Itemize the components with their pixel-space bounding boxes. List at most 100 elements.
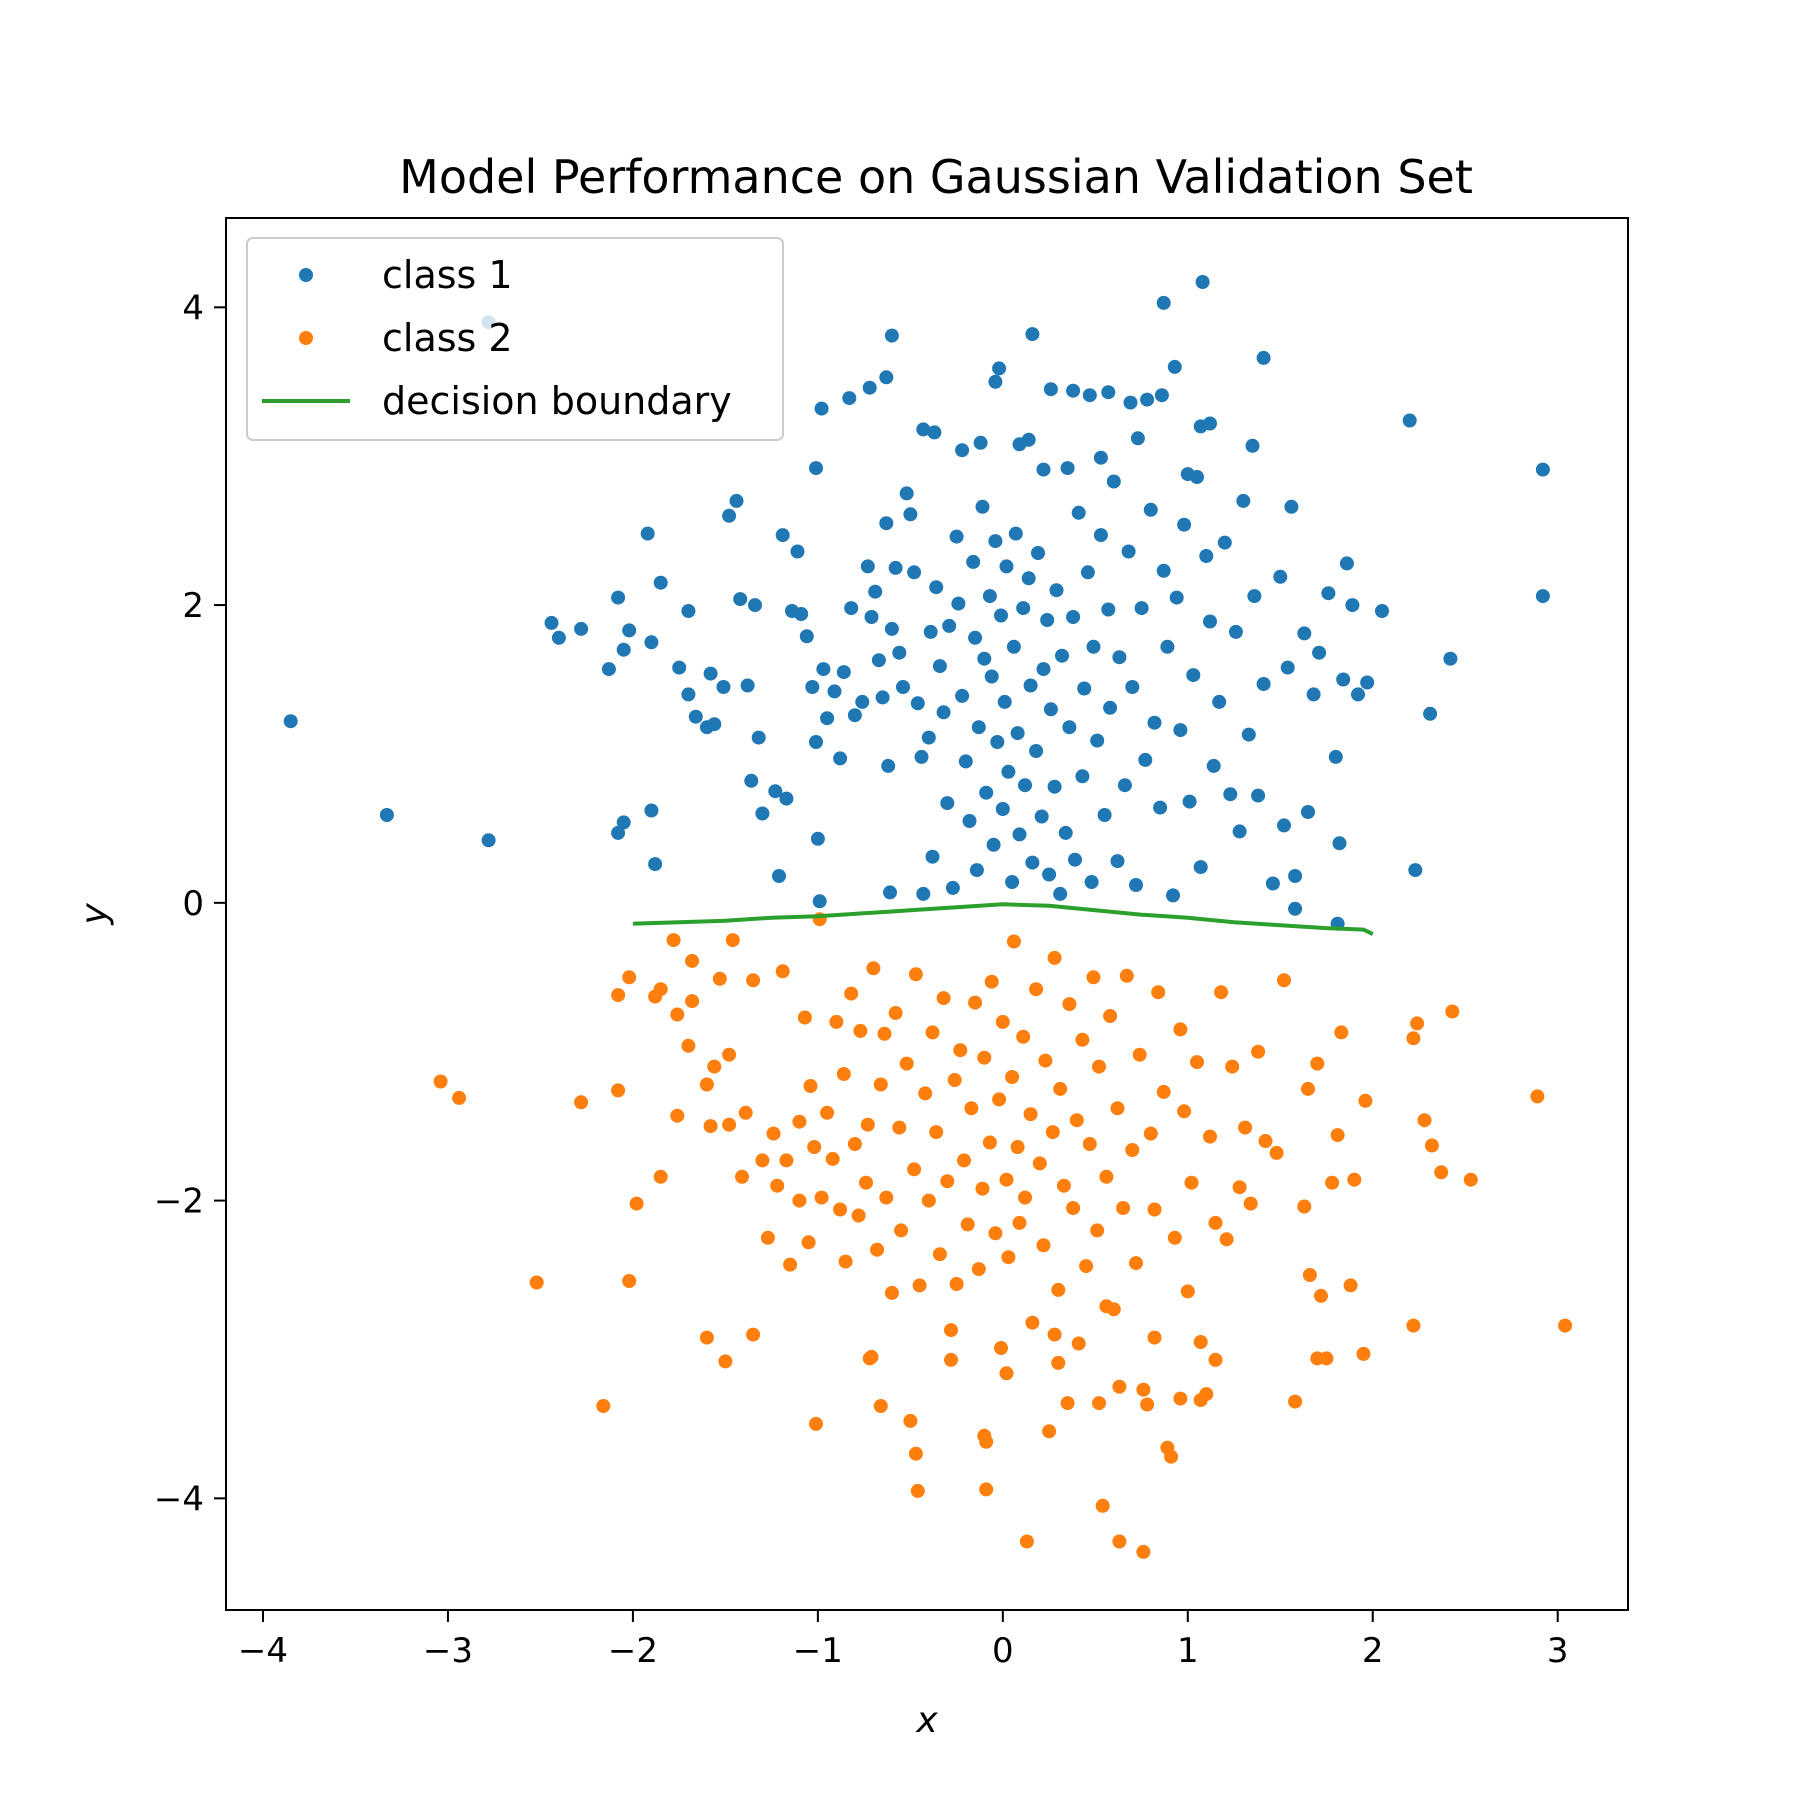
class-1-point [644, 635, 659, 650]
class-1-point [1066, 610, 1081, 624]
class-1-point [977, 651, 992, 666]
class-2-point [862, 1351, 877, 1366]
class-1-point [1236, 493, 1251, 508]
class-1-point [703, 666, 718, 681]
class-1-point [1110, 854, 1125, 869]
class-2-point [611, 988, 626, 1003]
class-2-point [879, 1190, 894, 1205]
class-1-point [864, 610, 879, 624]
legend: class 1 class 2 decision boundary [246, 237, 784, 441]
class-1-point [1306, 687, 1321, 702]
class-1-point [733, 592, 748, 607]
class-1-point [681, 687, 696, 702]
class-2-point [611, 1083, 626, 1098]
class-1-point [995, 802, 1010, 816]
class-2-point [803, 1079, 818, 1093]
class-1-point [1328, 749, 1343, 764]
class-2-point [977, 1050, 992, 1065]
class-1-point [809, 461, 823, 476]
class-1-point [775, 528, 790, 543]
class-2-point [1147, 1202, 1162, 1217]
class-2-point [1301, 1081, 1315, 1096]
class-1-point [1123, 395, 1138, 410]
class-1-point [1075, 769, 1090, 784]
class-2-point [1136, 1544, 1151, 1559]
class-2-point [814, 1190, 829, 1205]
class-2-point [1047, 950, 1062, 965]
class-2-point [971, 1262, 986, 1277]
class-1-point [986, 837, 1001, 852]
class-1-point [722, 508, 737, 523]
class-1-point [982, 589, 997, 604]
class-2-point [1136, 1382, 1151, 1397]
class-1-point [481, 833, 496, 848]
class-2-point [820, 1105, 835, 1120]
class-2-point [907, 1162, 922, 1177]
class-1-point [990, 735, 1005, 749]
y-tick-label: −4 [154, 1479, 204, 1519]
class-2-point [999, 1172, 1014, 1187]
class-1-point [1101, 385, 1116, 400]
class-1-point [883, 885, 897, 900]
class-1-point [1241, 727, 1256, 742]
class-1-point [1154, 388, 1169, 403]
class-2-point [957, 1153, 971, 1168]
class-1-point [955, 443, 970, 458]
class-1-point [1156, 295, 1171, 310]
class-2-point [1056, 1178, 1071, 1193]
class-2-point [910, 1483, 925, 1498]
x-axis-label: x [915, 1700, 938, 1741]
class-2-point [977, 1428, 992, 1443]
class-2-point [699, 1077, 714, 1092]
class-2-point [1025, 1315, 1040, 1330]
class-1-point [768, 784, 783, 799]
class-2-point [949, 1277, 964, 1291]
class-2-point [947, 1073, 962, 1087]
class-2-point [529, 1275, 544, 1290]
class-2-point [1099, 1169, 1114, 1184]
class-2-point [1125, 1143, 1140, 1157]
class-2-point [1410, 1016, 1425, 1031]
class-1-point [751, 730, 766, 745]
legend-box [246, 237, 784, 441]
class-1-point [988, 374, 1003, 389]
class-1-point [1005, 875, 1020, 889]
class-2-point [1251, 1044, 1266, 1059]
class-2-point [1051, 1282, 1066, 1297]
class-2-point [766, 1126, 781, 1141]
class-2-point [1445, 1004, 1460, 1019]
class-2-point [666, 933, 681, 948]
class-1-point [1232, 824, 1247, 839]
class-1-point [809, 735, 823, 749]
class-2-point [1095, 1498, 1110, 1513]
class-2-point [853, 1023, 868, 1038]
class-2-point [1016, 1029, 1031, 1044]
class-2-point [1243, 1196, 1258, 1211]
class-1-point [1101, 602, 1116, 617]
class-2-point [746, 1327, 761, 1342]
class-1-point [1068, 852, 1082, 867]
class-2-point [1463, 1172, 1478, 1187]
class-2-point [809, 1416, 823, 1431]
class-2-point [1082, 1137, 1097, 1151]
class-1-point [1297, 626, 1312, 641]
class-1-point [1012, 827, 1027, 842]
class-2-point [746, 973, 761, 988]
class-1-point [945, 880, 960, 895]
class-1-point [833, 751, 848, 766]
plot-frame [225, 217, 1629, 1611]
class-1-point [1134, 601, 1149, 616]
class-2-point [953, 1043, 968, 1058]
y-tick-label: 2 [182, 586, 204, 626]
class-2-point [707, 1059, 722, 1074]
class-1-point [1301, 805, 1315, 819]
class-1-point [907, 565, 922, 580]
class-2-point [844, 986, 859, 1001]
series-layer [283, 275, 1573, 1559]
class-2-point [452, 1090, 467, 1105]
x-tick-label: 0 [992, 1631, 1014, 1671]
class-2-point [1347, 1172, 1362, 1187]
x-tick-label: 3 [1547, 1631, 1569, 1671]
class-1-point [1021, 571, 1036, 586]
class-1-point [1247, 589, 1262, 604]
